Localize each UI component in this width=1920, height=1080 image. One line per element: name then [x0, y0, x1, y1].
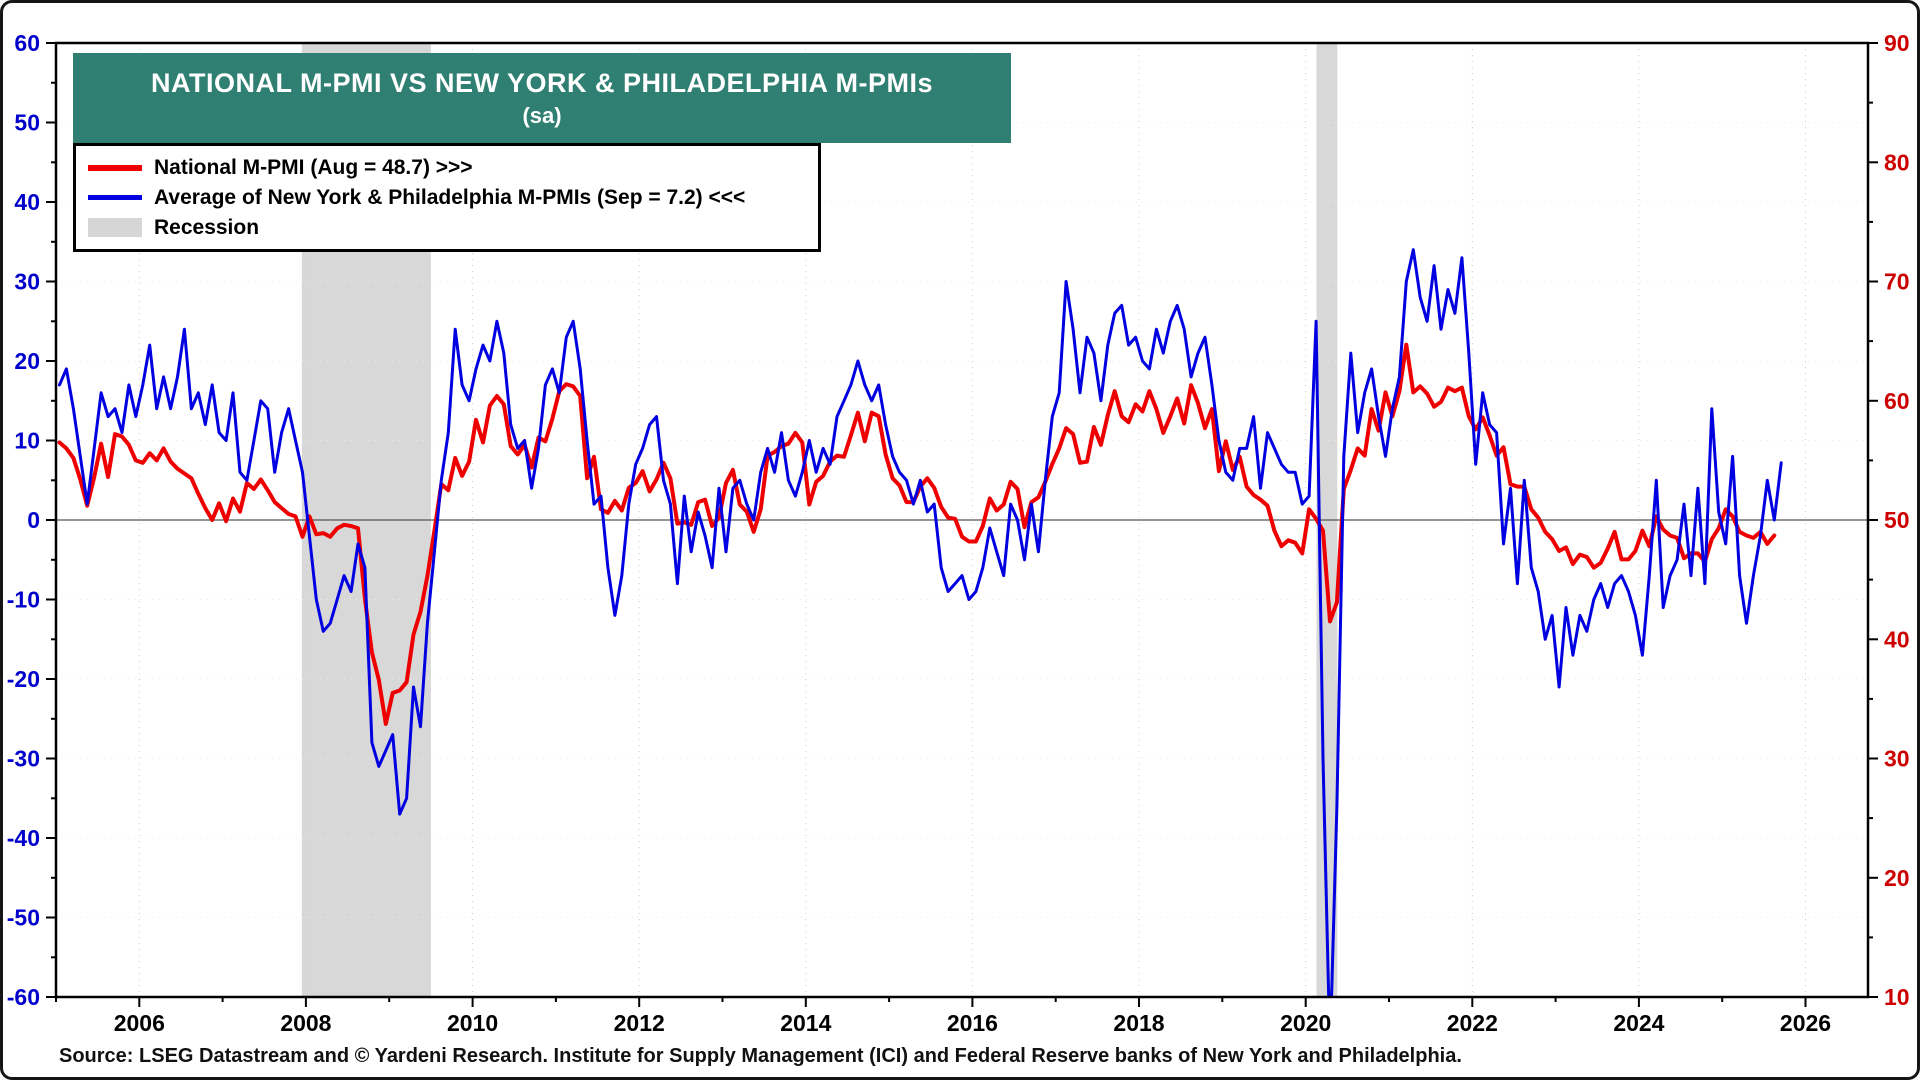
left-axis-tick-label: -20	[7, 666, 40, 692]
left-axis-tick-label: 20	[14, 348, 40, 374]
left-axis-tick-label: 40	[14, 189, 40, 215]
left-axis-tick-label: -30	[7, 746, 40, 772]
left-axis-tick-label: -60	[7, 984, 40, 1010]
left-axis-tick-label: 10	[14, 428, 40, 454]
left-axis-tick-label: 60	[14, 30, 40, 56]
right-axis-tick-label: 30	[1884, 746, 1910, 772]
left-axis-tick-label: 0	[27, 507, 40, 533]
x-axis-tick-label: 2016	[947, 1010, 998, 1036]
legend-item-ny-philly: Average of New York & Philadelphia M-PMI…	[88, 184, 806, 211]
right-axis-tick-label: 90	[1884, 30, 1910, 56]
legend-label-ny-philly: Average of New York & Philadelphia M-PMI…	[154, 185, 746, 209]
right-axis-tick-label: 80	[1884, 149, 1910, 175]
legend-label-national: National M-PMI (Aug = 48.7) >>>	[154, 155, 473, 179]
right-axis-tick-label: 20	[1884, 865, 1910, 891]
legend: National M-PMI (Aug = 48.7) >>> Average …	[73, 143, 821, 252]
chart-title-box: NATIONAL M-PMI VS NEW YORK & PHILADELPHI…	[73, 53, 1011, 143]
x-axis-tick-label: 2026	[1780, 1010, 1831, 1036]
right-axis-tick-label: 40	[1884, 626, 1910, 652]
source-note: Source: LSEG Datastream and © Yardeni Re…	[59, 1045, 1462, 1067]
left-axis-tick-label: 50	[14, 110, 40, 136]
x-axis-tick-label: 2018	[1113, 1010, 1164, 1036]
legend-label-recession: Recession	[154, 215, 260, 239]
x-axis-tick-label: 2006	[114, 1010, 165, 1036]
right-axis-tick-label: 50	[1884, 507, 1910, 533]
left-axis-tick-label: -10	[7, 587, 40, 613]
x-axis-tick-label: 2014	[780, 1010, 831, 1036]
legend-item-national: National M-PMI (Aug = 48.7) >>>	[88, 154, 806, 181]
right-axis-tick-label: 60	[1884, 388, 1910, 414]
right-axis-tick-label: 10	[1884, 984, 1910, 1010]
x-axis-tick-label: 2008	[280, 1010, 331, 1036]
legend-item-recession: Recession	[88, 214, 806, 241]
blue-line-swatch	[88, 195, 142, 200]
ny-philly-avg-line	[58, 248, 1783, 997]
right-axis-tick-label: 70	[1884, 269, 1910, 295]
x-axis-tick-label: 2024	[1613, 1010, 1664, 1036]
left-axis-tick-label: -40	[7, 825, 40, 851]
x-axis-tick-label: 2012	[614, 1010, 665, 1036]
red-line-swatch	[88, 164, 142, 171]
left-axis-tick-label: 30	[14, 269, 40, 295]
chart-subtitle: (sa)	[522, 102, 562, 128]
recession-swatch	[88, 218, 142, 237]
left-axis-tick-label: -50	[7, 905, 40, 931]
x-axis-tick-label: 2010	[447, 1010, 498, 1036]
x-axis-tick-label: 2022	[1447, 1010, 1498, 1036]
chart-title: NATIONAL M-PMI VS NEW YORK & PHILADELPHI…	[150, 67, 934, 98]
x-axis-tick-label: 2020	[1280, 1010, 1331, 1036]
